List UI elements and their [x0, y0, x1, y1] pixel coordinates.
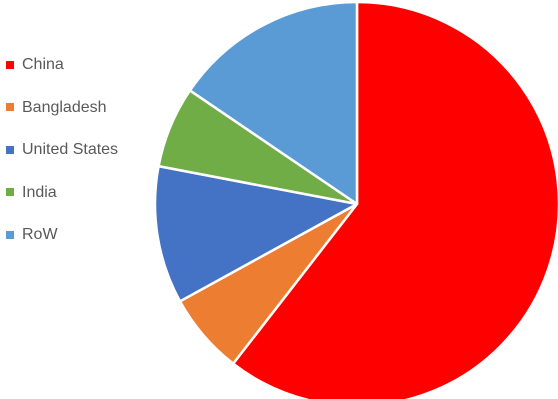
legend-item-3: India: [6, 182, 118, 203]
legend-label-2: United States: [22, 141, 119, 159]
legend-swatch-4: [6, 230, 14, 239]
legend-label-0: China: [22, 56, 64, 73]
pie-slice-united-states: [153, 164, 359, 303]
chart-legend: China Bangladesh United States India RoW: [6, 54, 118, 267]
legend-label-1: Bangladesh: [22, 98, 107, 116]
legend-item-1: Bangladesh: [6, 97, 118, 118]
pie-slice-row: [188, 0, 359, 206]
legend-item-0: China: [6, 54, 118, 75]
legend-swatch-1: [6, 103, 14, 112]
legend-item-2: United States: [6, 139, 118, 160]
legend-label-3: India: [22, 183, 57, 201]
pie-slice-china: [231, 0, 558, 399]
legend-swatch-0: [6, 60, 14, 69]
legend-swatch-3: [6, 188, 14, 197]
legend-swatch-2: [6, 145, 14, 154]
legend-item-4: RoW: [6, 224, 118, 245]
legend-label-4: RoW: [22, 226, 58, 244]
